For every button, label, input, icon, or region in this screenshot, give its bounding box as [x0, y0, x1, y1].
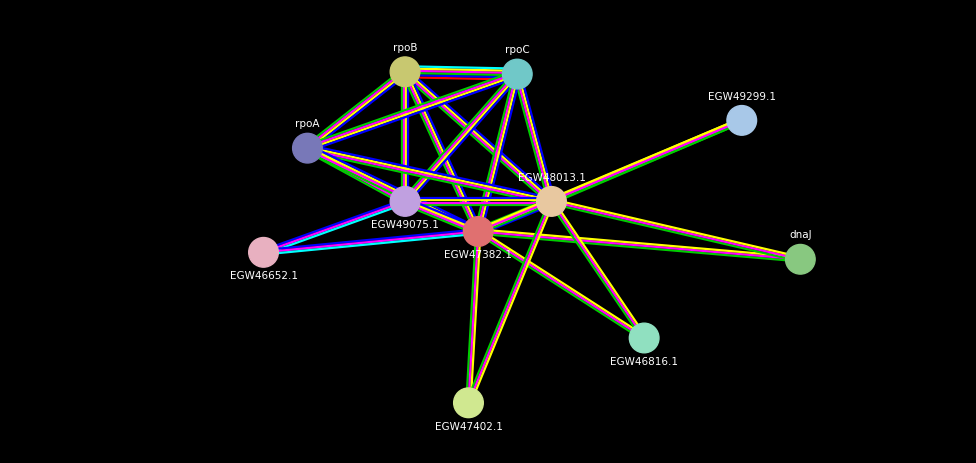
Text: EGW48013.1: EGW48013.1	[517, 173, 586, 182]
Text: EGW49299.1: EGW49299.1	[708, 92, 776, 101]
Text: EGW47382.1: EGW47382.1	[444, 250, 512, 260]
Text: EGW46652.1: EGW46652.1	[229, 271, 298, 281]
Text: EGW49075.1: EGW49075.1	[371, 220, 439, 230]
Text: rpoC: rpoC	[505, 45, 530, 55]
Ellipse shape	[249, 238, 278, 267]
Ellipse shape	[454, 388, 483, 418]
Text: dnaJ: dnaJ	[789, 231, 812, 240]
Ellipse shape	[630, 323, 659, 353]
Ellipse shape	[537, 187, 566, 216]
Ellipse shape	[503, 59, 532, 89]
Ellipse shape	[293, 133, 322, 163]
Ellipse shape	[390, 57, 420, 87]
Ellipse shape	[464, 217, 493, 246]
Text: rpoA: rpoA	[295, 119, 320, 129]
Text: rpoB: rpoB	[392, 43, 418, 53]
Ellipse shape	[786, 244, 815, 274]
Ellipse shape	[390, 187, 420, 216]
Text: EGW47402.1: EGW47402.1	[434, 422, 503, 432]
Ellipse shape	[727, 106, 756, 135]
Text: EGW46816.1: EGW46816.1	[610, 357, 678, 367]
